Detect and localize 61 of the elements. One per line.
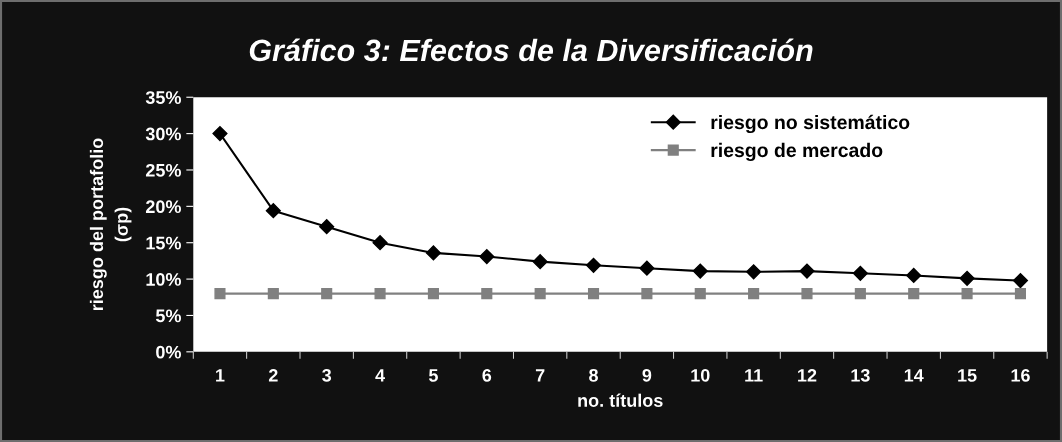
x-tick-label: 7 <box>535 369 545 382</box>
point <box>746 264 762 280</box>
point <box>425 245 441 261</box>
legend-label: riesgo de mercado <box>711 142 883 162</box>
chart-title: Gráfico 3: Efectos de la Diversificación <box>249 38 813 62</box>
point <box>959 270 975 286</box>
point <box>692 263 708 279</box>
point <box>214 288 226 300</box>
y-tick-label: 35% <box>145 91 181 104</box>
y-tick-label: 30% <box>145 127 181 141</box>
x-tick-label: 1 <box>216 369 225 382</box>
point <box>372 235 388 251</box>
point <box>1012 272 1029 289</box>
x-tick-label: 9 <box>642 368 652 382</box>
x-tick-label: 14 <box>904 369 924 382</box>
x-tick-label: 16 <box>1011 368 1030 382</box>
x-tick-label: 15 <box>958 369 977 382</box>
point <box>641 288 653 300</box>
point <box>748 288 760 300</box>
point <box>321 288 333 300</box>
point <box>481 288 493 300</box>
y-tick-label: 10% <box>146 273 181 286</box>
y-axis-title: riesgo del portafolio (σp) <box>89 138 132 311</box>
point <box>534 288 546 300</box>
point <box>906 267 922 284</box>
point <box>854 288 866 300</box>
x-tick-label: 12 <box>798 368 817 382</box>
x-tick-label: 6 <box>482 368 492 382</box>
y-tick-label: 5% <box>155 309 181 323</box>
y-tick-label: 15% <box>146 236 181 250</box>
point <box>532 254 548 270</box>
x-tick-label: 13 <box>851 368 870 382</box>
point <box>1014 288 1027 300</box>
y-tick-label: 20% <box>145 200 181 214</box>
point <box>801 288 813 300</box>
point <box>908 288 920 300</box>
x-tick-label: 3 <box>322 368 332 382</box>
y-tick-label: 0% <box>156 345 181 359</box>
point <box>799 263 815 279</box>
point <box>374 288 386 300</box>
y-tick-label: 25% <box>145 163 181 177</box>
x-tick-label: 11 <box>745 369 763 382</box>
legend-label: riesgo no sistemático <box>711 114 910 134</box>
x-tick-label: 8 <box>589 368 598 382</box>
point <box>212 126 228 142</box>
point <box>265 203 281 219</box>
x-tick-label: 4 <box>375 369 385 382</box>
point <box>639 260 655 276</box>
x-tick-label: 5 <box>428 369 438 382</box>
point <box>585 257 602 273</box>
point <box>479 248 495 265</box>
point <box>961 288 973 300</box>
point <box>319 219 335 235</box>
point <box>267 288 279 300</box>
x-tick-label: 2 <box>268 368 278 382</box>
point <box>427 288 439 300</box>
point <box>694 288 706 300</box>
x-tick-label: 10 <box>691 368 710 382</box>
point <box>852 265 868 281</box>
point <box>587 288 600 300</box>
x-axis-title: no. títulos <box>578 393 663 407</box>
